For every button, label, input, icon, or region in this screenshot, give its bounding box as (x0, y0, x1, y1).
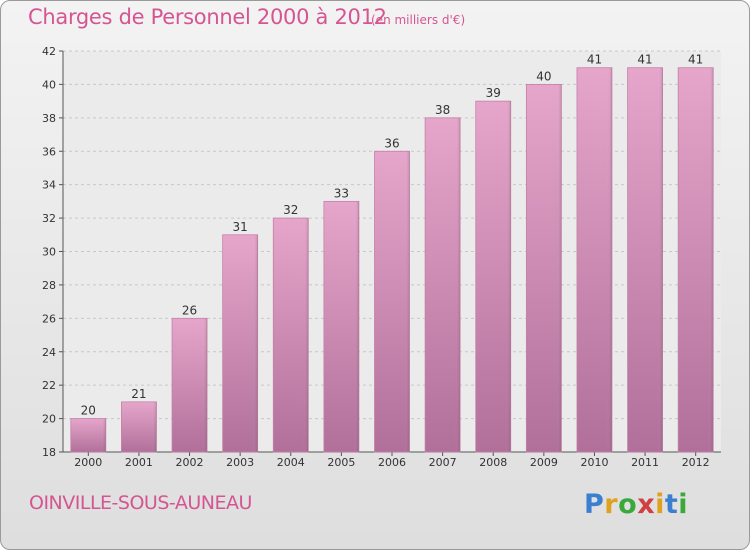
bar-shade (627, 67, 663, 452)
x-tick-label: 2001 (125, 456, 153, 469)
logo-letter: t (664, 489, 679, 520)
data-label: 20 (81, 404, 96, 418)
data-label: 40 (536, 69, 551, 83)
y-tick-label: 40 (42, 78, 56, 91)
data-label: 38 (435, 103, 450, 117)
bar-shade (425, 117, 461, 452)
bar-shade (273, 218, 309, 452)
x-tick-label: 2008 (479, 456, 507, 469)
data-label: 41 (637, 53, 652, 67)
x-tick-label: 2010 (580, 456, 608, 469)
x-tick-label: 2011 (631, 456, 659, 469)
logo-letter: i (678, 489, 689, 520)
bar-shade (222, 234, 258, 452)
x-tick-label: 2000 (74, 456, 102, 469)
x-tick-label: 2007 (429, 456, 457, 469)
data-label: 41 (688, 53, 703, 67)
logo-letter: x (637, 489, 656, 520)
x-tick-label: 2006 (378, 456, 406, 469)
logo-letter: P (584, 489, 605, 520)
y-tick-label: 18 (42, 446, 56, 459)
bar-shade (70, 418, 106, 452)
logo-letter: r (604, 489, 619, 520)
bar-shade (172, 318, 208, 452)
chart-subtitle: (en milliers d'€) (371, 13, 466, 27)
location-name: OINVILLE-SOUS-AUNEAU (29, 492, 252, 514)
x-tick-label: 2002 (176, 456, 204, 469)
chart-title: Charges de Personnel 2000 à 2012 (28, 5, 387, 29)
data-label: 33 (334, 186, 349, 200)
data-label: 39 (486, 86, 501, 100)
data-label: 21 (131, 387, 146, 401)
bar-shade (475, 101, 511, 452)
y-tick-label: 36 (42, 145, 56, 158)
y-tick-label: 22 (42, 379, 56, 392)
x-tick-label: 2004 (277, 456, 305, 469)
y-tick-label: 28 (42, 279, 56, 292)
y-tick-label: 30 (42, 246, 56, 259)
x-tick-label: 2005 (327, 456, 355, 469)
data-label: 31 (233, 220, 248, 234)
y-tick-label: 24 (42, 346, 56, 359)
logo-letter: i (655, 489, 665, 520)
x-tick-label: 2003 (226, 456, 254, 469)
bar-shade (323, 201, 359, 452)
x-tick-label: 2009 (530, 456, 558, 469)
bar-shade (526, 84, 562, 453)
data-label: 32 (283, 203, 298, 217)
y-tick-label: 38 (42, 112, 56, 125)
bar-shade (678, 67, 714, 452)
y-tick-label: 32 (42, 212, 56, 225)
y-tick-label: 42 (42, 45, 56, 58)
y-tick-label: 34 (42, 179, 56, 192)
logo-letter: o (618, 489, 638, 520)
data-label: 41 (587, 53, 602, 67)
x-tick-label: 2012 (682, 456, 710, 469)
y-tick-label: 26 (42, 312, 56, 325)
proxiti-logo: Proxiti (584, 489, 688, 520)
bar-shade (576, 67, 612, 452)
bar-shade (121, 401, 157, 452)
data-label: 36 (384, 136, 399, 150)
bar-shade (374, 151, 410, 452)
data-label: 26 (182, 303, 197, 317)
y-tick-label: 20 (42, 413, 56, 426)
